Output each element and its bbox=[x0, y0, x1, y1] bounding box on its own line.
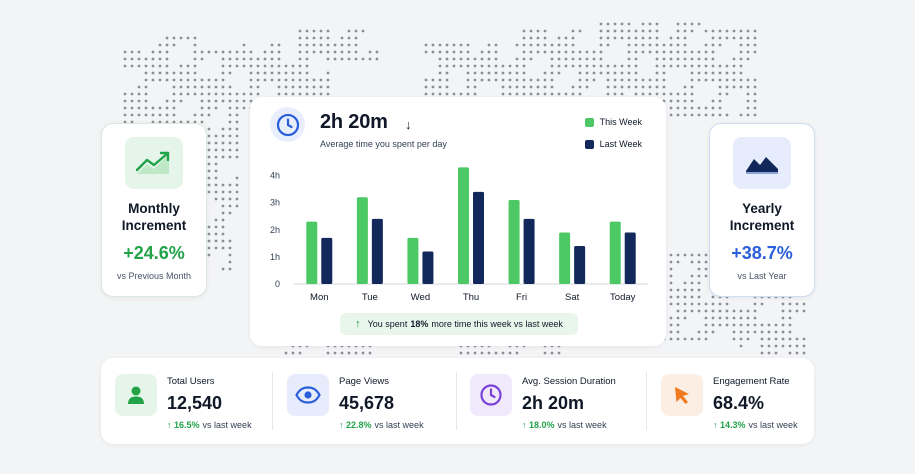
stat-label: Engagement Rate bbox=[713, 376, 790, 387]
y-tick-label: 4h bbox=[270, 171, 280, 181]
arrow-up-icon: ↑ bbox=[355, 318, 361, 330]
last-week-swatch bbox=[584, 139, 594, 149]
this-week-swatch bbox=[584, 117, 594, 127]
trend-down-arrow: ↓ bbox=[405, 117, 412, 132]
stat-label: Avg. Session Duration bbox=[522, 376, 616, 387]
trending-up-icon bbox=[125, 137, 183, 189]
bar-this-week bbox=[609, 221, 621, 284]
stat-delta: ↑ 22.8% vs last week bbox=[339, 420, 424, 430]
bar-last-week bbox=[371, 218, 383, 284]
average-time-value: 2h 20m bbox=[320, 111, 388, 133]
stat-value: 68.4% bbox=[713, 393, 765, 413]
bar-this-week bbox=[407, 237, 419, 284]
banner-suffix: more time this week vs last week bbox=[431, 319, 563, 329]
x-tick-label: Mon bbox=[310, 292, 328, 303]
x-tick-label: Today bbox=[610, 292, 636, 303]
legend-label-this-week: This Week bbox=[599, 117, 642, 127]
y-tick-label: 2h bbox=[270, 225, 280, 235]
eye-icon bbox=[287, 374, 329, 416]
stats-bar: Total Users 12,540 ↑ 16.5% vs last week P… bbox=[101, 358, 814, 444]
bar-last-week bbox=[624, 232, 636, 284]
divider bbox=[456, 372, 457, 430]
bar-this-week bbox=[559, 232, 571, 284]
banner-highlight: 18% bbox=[410, 319, 429, 329]
stat-label: Total Users bbox=[167, 376, 215, 387]
monthly-value: +24.6% bbox=[123, 243, 185, 263]
divider bbox=[646, 372, 647, 430]
yearly-title: Yearly Increment bbox=[729, 201, 795, 233]
stat-engagement-rate: Engagement Rate 68.4% ↑ 14.3% vs last wee… bbox=[647, 358, 814, 444]
stat-avg-session-duration: Avg. Session Duration 2h 20m ↑ 18.0% vs l… bbox=[456, 358, 646, 444]
x-tick-label: Sat bbox=[565, 292, 580, 303]
bar-this-week bbox=[356, 197, 368, 284]
divider bbox=[272, 372, 273, 430]
stat-value: 2h 20m bbox=[522, 393, 585, 413]
stat-page-views: Page Views 45,678 ↑ 22.8% vs last week bbox=[273, 358, 455, 444]
bar-last-week bbox=[473, 191, 484, 284]
clock-icon bbox=[470, 374, 512, 416]
stat-value: 45,678 bbox=[339, 393, 395, 413]
stat-delta: ↑ 14.3% vs last week bbox=[713, 420, 798, 430]
bar-last-week bbox=[422, 251, 434, 284]
legend-label-last-week: Last Week bbox=[599, 139, 642, 149]
monthly-increment-card: Monthly Increment +24.6% vs Previous Mont… bbox=[101, 123, 207, 297]
monthly-sub: vs Previous Month bbox=[116, 271, 192, 281]
area-chart-icon bbox=[733, 137, 791, 189]
x-tick-label: Tue bbox=[362, 292, 378, 303]
clock-icon bbox=[270, 107, 305, 142]
y-tick-label: 3h bbox=[270, 198, 280, 208]
legend-item-last-week: Last Week bbox=[584, 139, 642, 149]
x-tick-label: Wed bbox=[411, 292, 430, 303]
stat-total-users: Total Users 12,540 ↑ 16.5% vs last week bbox=[101, 358, 271, 444]
banner-prefix: You spent bbox=[367, 319, 408, 329]
average-time-caption: Average time you spent per day bbox=[320, 139, 447, 149]
yearly-sub: vs Last Year bbox=[737, 271, 787, 281]
bar-this-week bbox=[458, 167, 469, 284]
bar-last-week bbox=[321, 237, 333, 284]
stat-label: Page Views bbox=[339, 376, 389, 387]
bar-this-week bbox=[306, 221, 318, 284]
x-tick-label: Thu bbox=[463, 292, 479, 303]
stat-value: 12,540 bbox=[167, 393, 223, 413]
stat-delta: ↑ 16.5% vs last week bbox=[167, 420, 252, 430]
x-tick-label: Fri bbox=[516, 292, 527, 303]
yearly-increment-card: Yearly Increment +38.7% vs Last Year bbox=[709, 123, 815, 297]
legend-item-this-week: This Week bbox=[584, 117, 642, 127]
y-tick-label: 0 bbox=[275, 279, 280, 289]
time-spent-card: 2h 20m ↓ Average time you spent per day … bbox=[250, 97, 666, 346]
bar-chart: 0 1h 2h 3h 4h Mon Tue Wed Thu Fri Sat Today bbox=[270, 167, 648, 303]
cursor-icon bbox=[661, 374, 703, 416]
bar-last-week bbox=[523, 218, 535, 284]
user-icon bbox=[115, 374, 157, 416]
stat-delta: ↑ 18.0% vs last week bbox=[522, 420, 607, 430]
bar-last-week bbox=[574, 246, 586, 284]
y-tick-label: 1h bbox=[270, 252, 280, 262]
yearly-value: +38.7% bbox=[731, 243, 793, 263]
bar-this-week bbox=[508, 199, 520, 284]
summary-banner: ↑ You spent 18% more time this week vs l… bbox=[340, 313, 578, 335]
monthly-title: Monthly Increment bbox=[121, 201, 187, 233]
